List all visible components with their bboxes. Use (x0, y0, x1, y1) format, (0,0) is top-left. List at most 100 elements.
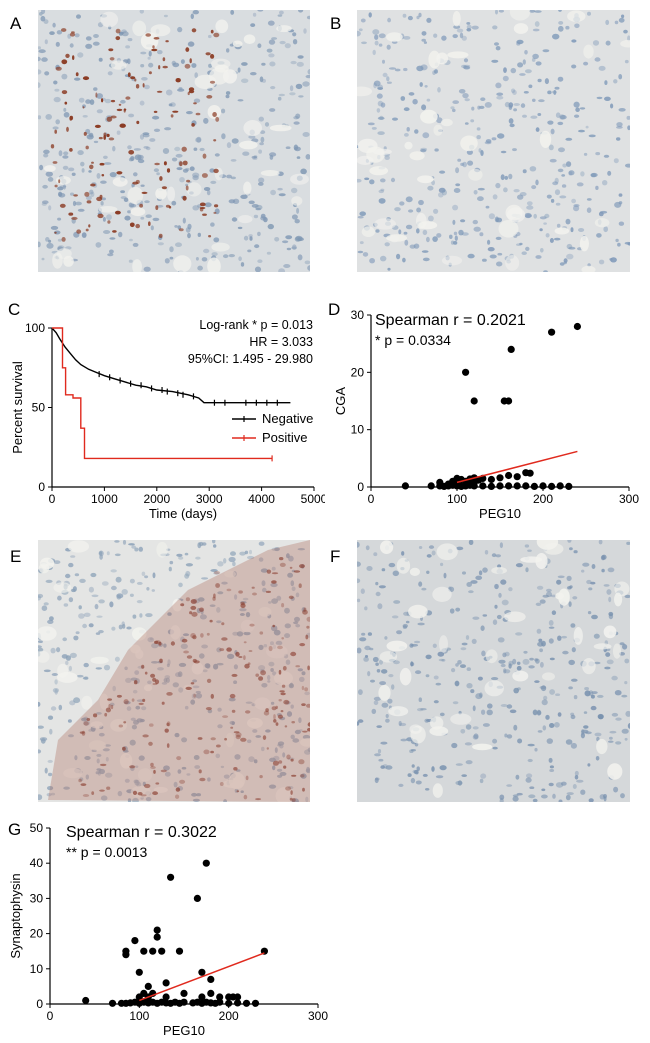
cell-nucleus (551, 610, 557, 615)
stain-spot (215, 583, 221, 588)
cell-nucleus (371, 708, 377, 714)
data-point (180, 989, 188, 997)
stain-spot (279, 690, 285, 693)
cell-nucleus (503, 67, 507, 73)
cell-nucleus (96, 753, 102, 757)
cell-nucleus (480, 625, 485, 631)
cell-nucleus (92, 41, 100, 46)
cell-nucleus (191, 792, 198, 797)
stain-spot (306, 703, 310, 708)
stain-spot (230, 726, 234, 729)
stain-spot (180, 603, 185, 607)
cell-nucleus (139, 613, 143, 618)
cell-nucleus (491, 677, 499, 681)
cell-nucleus (189, 166, 195, 171)
stain-spot (110, 704, 114, 710)
cell-nucleus (225, 91, 231, 95)
y-tick-label: 10 (351, 423, 365, 437)
cell-nucleus (506, 734, 513, 739)
cell-nucleus (414, 129, 419, 134)
cell-nucleus (548, 638, 554, 644)
cell-nucleus (519, 73, 526, 76)
stain-spot (221, 637, 228, 641)
data-point (122, 951, 130, 959)
cell-nucleus (210, 569, 218, 572)
cell-nucleus (515, 563, 523, 568)
cell-nucleus (294, 236, 302, 242)
cell-nucleus (540, 661, 544, 668)
cell-nucleus (486, 709, 493, 716)
stain-spot (55, 66, 62, 71)
cell-nucleus (82, 623, 87, 629)
cell-nucleus (67, 719, 72, 723)
stain-spot (213, 139, 217, 142)
stain-spot (161, 701, 165, 705)
stain-spot (279, 557, 284, 561)
cell-nucleus (517, 687, 521, 691)
data-point (462, 368, 470, 376)
cell-nucleus (449, 608, 455, 614)
cell-nucleus (279, 10, 284, 15)
cell-nucleus (535, 61, 542, 66)
cell-nucleus (606, 589, 612, 595)
cell-nucleus (38, 640, 43, 643)
cell-nucleus (371, 127, 377, 130)
cell-nucleus (561, 184, 567, 188)
stain-spot (83, 721, 89, 726)
cell-nucleus (501, 599, 509, 606)
cell-nucleus (520, 103, 526, 108)
stain-spot (190, 599, 197, 604)
cell-nucleus (545, 714, 550, 720)
cell-nucleus (199, 147, 205, 152)
stain-spot (151, 48, 158, 52)
cell-nucleus (153, 128, 161, 132)
cell-nucleus (357, 647, 362, 654)
cell-nucleus (607, 567, 615, 573)
vacuole (555, 592, 564, 600)
cell-nucleus (169, 256, 174, 260)
cell-nucleus (105, 757, 109, 762)
cell-nucleus (458, 229, 464, 236)
cell-nucleus (418, 199, 424, 206)
cell-nucleus (480, 150, 484, 156)
cell-nucleus (372, 49, 376, 56)
cell-nucleus (147, 680, 152, 685)
cell-nucleus (536, 628, 542, 634)
stain-spot (183, 650, 190, 654)
cell-nucleus (428, 215, 434, 222)
stain-spot (271, 580, 277, 584)
cell-nucleus (261, 580, 266, 587)
cell-nucleus (63, 786, 70, 790)
cell-nucleus (143, 266, 151, 272)
vacuole (505, 255, 520, 271)
vacuole (513, 23, 529, 34)
cell-nucleus (296, 156, 301, 159)
cell-nucleus (182, 217, 186, 224)
stain-spot (185, 47, 190, 52)
cell-nucleus (380, 741, 388, 745)
cell-nucleus (375, 662, 379, 666)
cell-nucleus (522, 114, 527, 118)
y-tick-label: 50 (30, 821, 44, 835)
stain-spot (142, 734, 149, 738)
cell-nucleus (378, 585, 386, 589)
cell-nucleus (378, 758, 384, 762)
cell-nucleus (364, 655, 369, 658)
cell-nucleus (460, 664, 466, 668)
cell-nucleus (88, 170, 92, 173)
stain-spot (99, 162, 105, 166)
cell-nucleus (407, 773, 412, 777)
vacuole (612, 643, 622, 659)
cell-nucleus (439, 765, 447, 771)
cell-nucleus (212, 540, 216, 544)
cell-nucleus (570, 623, 576, 628)
cell-nucleus (511, 88, 516, 94)
vacuole (172, 598, 183, 612)
cell-nucleus (42, 184, 48, 189)
cell-nucleus (106, 551, 110, 556)
cell-nucleus (79, 777, 84, 782)
cell-nucleus (538, 99, 545, 103)
cell-nucleus (594, 732, 602, 737)
stain-spot (186, 655, 193, 659)
cell-nucleus (133, 172, 138, 177)
